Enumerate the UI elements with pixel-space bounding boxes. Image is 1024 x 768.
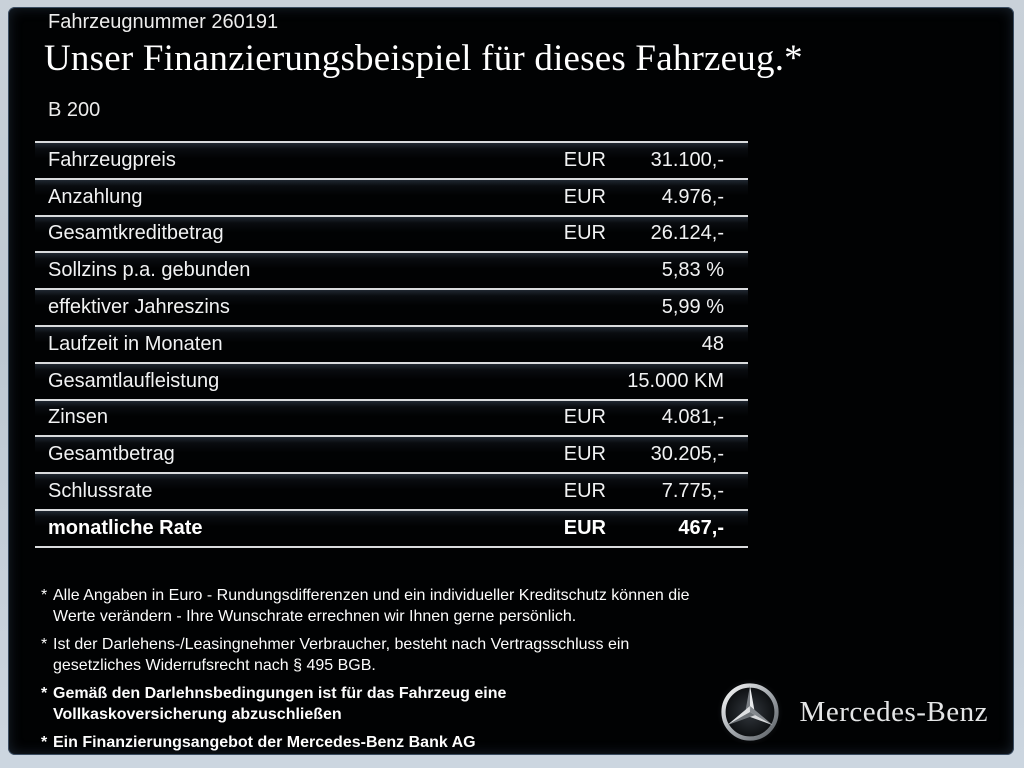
table-row: Laufzeit in Monaten 48 (35, 326, 748, 364)
footnote-asterisk: * (41, 685, 48, 702)
row-label: Schlussrate (48, 480, 153, 503)
table-row: Gesamtlaufleistung 15.000 KM (35, 363, 748, 401)
row-value: 48 (701, 332, 724, 355)
table-row: Fahrzeugpreis EUR 31.100,- (35, 143, 748, 180)
table-row: Zinsen EUR 4.081,- (35, 400, 748, 438)
row-value: 4.081,- (661, 406, 724, 429)
row-label: Gesamtkreditbetrag (48, 222, 224, 245)
row-currency: EUR (563, 516, 606, 539)
footnote: * Alle Angaben in Euro - Rundungsdiffere… (41, 585, 753, 627)
row-value: 30.205,- (650, 443, 724, 466)
row-currency: EUR (563, 222, 606, 245)
row-label: effektiver Jahreszins (48, 296, 230, 319)
row-label: Fahrzeugpreis (48, 148, 176, 171)
brand-wordmark: Mercedes-Benz (799, 695, 988, 728)
finance-example-panel: Fahrzeugnummer 260191 Unser Finanzierung… (8, 7, 1014, 755)
table-row: Gesamtkreditbetrag EUR 26.124,- (35, 216, 748, 254)
row-label: monatliche Rate (48, 516, 203, 539)
row-label: Laufzeit in Monaten (48, 332, 223, 355)
table-row: Anzahlung EUR 4.976,- (35, 179, 748, 217)
row-value: 15.000 KM (627, 369, 724, 392)
page-title: Unser Finanzierungsbeispiel für dieses F… (44, 38, 803, 79)
footnotes-section: * Alle Angaben in Euro - Rundungsdiffere… (41, 585, 753, 760)
footnote: * Ein Finanzierungsangebot der Mercedes-… (41, 732, 753, 753)
table-row: monatliche Rate EUR 467,- (35, 510, 748, 548)
row-value: 31.100,- (650, 148, 724, 171)
row-value: 467,- (678, 516, 724, 539)
footnote: * Gemäß den Darlehnsbedingungen ist für … (41, 683, 753, 725)
row-value: 26.124,- (650, 222, 724, 245)
row-currency: EUR (563, 480, 606, 503)
row-label: Anzahlung (48, 185, 143, 208)
table-row: Sollzins p.a. gebunden 5,83 % (35, 253, 748, 291)
table-row: Schlussrate EUR 7.775,- (35, 474, 748, 511)
row-currency: EUR (563, 443, 606, 466)
row-currency: EUR (563, 406, 606, 429)
row-value: 5,83 % (661, 259, 724, 282)
row-label: Gesamtlaufleistung (48, 369, 220, 392)
table-row: effektiver Jahreszins 5,99 % (35, 290, 748, 327)
mercedes-star-icon (716, 679, 783, 745)
row-value: 5,99 % (661, 296, 724, 319)
row-currency: EUR (563, 185, 606, 208)
row-label: Zinsen (48, 406, 109, 429)
footnote-text: Gemäß den Darlehnsbedingungen ist für da… (53, 685, 507, 723)
financing-table: Fahrzeugpreis EUR 31.100,- Anzahlung EUR… (35, 141, 748, 548)
row-currency: EUR (563, 148, 606, 171)
row-label: Gesamtbetrag (48, 443, 175, 466)
row-value: 4.976,- (661, 185, 724, 208)
row-value: 7.775,- (661, 480, 724, 503)
footnote-text: Ein Finanzierungsangebot der Mercedes-Be… (53, 734, 476, 751)
vehicle-model: B 200 (48, 99, 101, 121)
row-label: Sollzins p.a. gebunden (48, 259, 251, 282)
footnote: * Ist der Darlehens-/Leasingnehmer Verbr… (41, 634, 753, 676)
footnote-text: Ist der Darlehens-/Leasingnehmer Verbrau… (53, 636, 630, 674)
footnote-text: Alle Angaben in Euro - Rundungsdifferenz… (53, 587, 690, 625)
footnote-asterisk: * (41, 734, 48, 751)
footnote-asterisk: * (41, 636, 48, 653)
footnote-asterisk: * (41, 587, 48, 604)
vehicle-number: Fahrzeugnummer 260191 (48, 11, 279, 33)
brand-area: Mercedes-Benz (716, 679, 988, 745)
table-row: Gesamtbetrag EUR 30.205,- (35, 437, 748, 475)
